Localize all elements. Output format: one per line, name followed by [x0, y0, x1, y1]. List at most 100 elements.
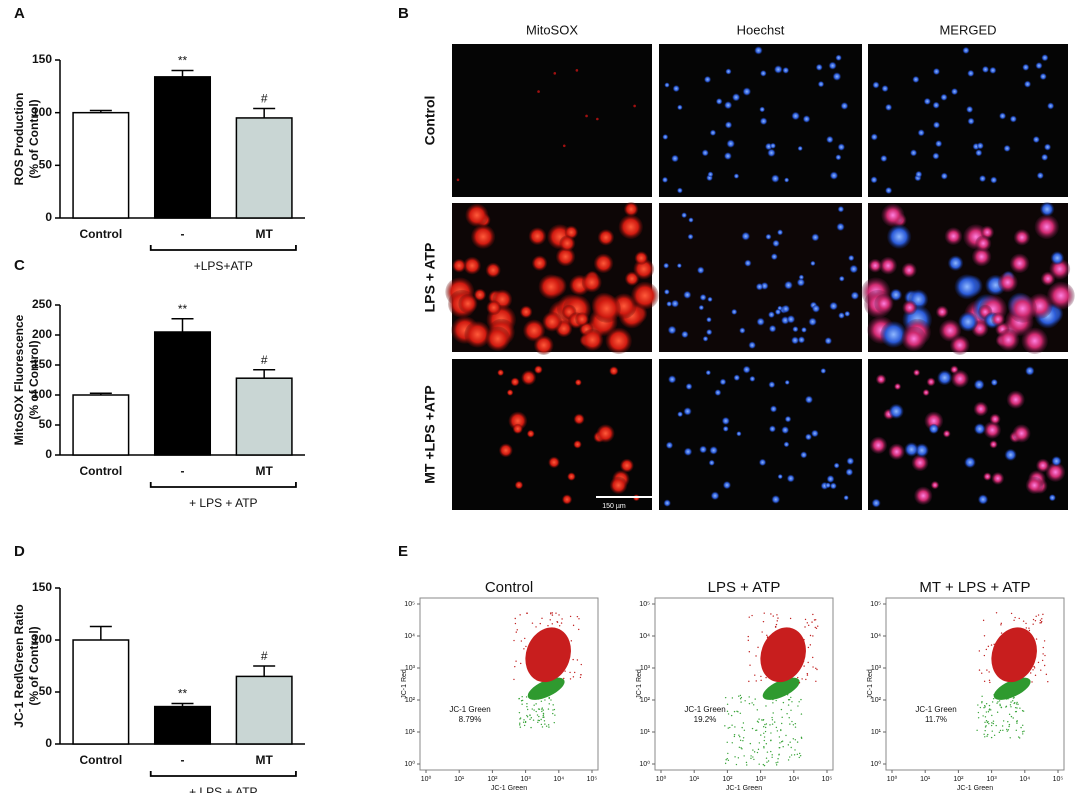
event-dot	[807, 646, 810, 649]
cell-dot	[797, 336, 806, 344]
event-dot	[764, 726, 767, 729]
x-tick-label: 10⁴	[1019, 776, 1030, 783]
event-dot	[1018, 617, 1020, 620]
event-dot	[817, 625, 819, 627]
y-tick-label: 10⁴	[870, 633, 881, 640]
gate-label: 19.2%	[694, 715, 717, 724]
cell-dot	[829, 482, 837, 490]
event-dot	[526, 716, 529, 718]
event-dot	[1008, 713, 1011, 716]
cell-dot	[1048, 494, 1056, 502]
cell-dot	[521, 370, 537, 386]
cell-dot	[687, 233, 694, 240]
cell-dot	[846, 457, 855, 465]
x-tick-label: 10¹	[920, 776, 931, 783]
event-dot	[808, 624, 810, 627]
event-dot	[981, 695, 983, 697]
event-dot	[724, 725, 726, 727]
event-dot	[552, 712, 554, 715]
event-dot	[729, 726, 731, 729]
group-bracket	[149, 771, 297, 777]
event-dot	[727, 713, 730, 715]
gate-label: 8.79%	[459, 715, 482, 724]
event-dot	[990, 736, 993, 739]
event-dot	[766, 636, 769, 638]
event-dot	[578, 628, 580, 631]
cell-dot	[991, 472, 1005, 485]
cell-dot	[597, 229, 615, 246]
event-dot	[792, 724, 795, 726]
event-dot	[1010, 612, 1013, 615]
cell-dot	[917, 129, 925, 137]
bar	[235, 675, 293, 745]
event-dot	[752, 749, 754, 751]
cell-dot	[596, 117, 599, 121]
cell-dot	[912, 75, 920, 83]
event-dot	[513, 639, 515, 642]
event-dot	[988, 704, 991, 707]
cell-dot	[618, 214, 643, 240]
event-dot	[756, 751, 759, 754]
cell-dot	[1047, 102, 1055, 110]
event-dot	[578, 618, 580, 620]
cell-dot	[705, 369, 711, 376]
cell-dot	[715, 98, 723, 105]
cell-dot	[976, 142, 984, 150]
plot-frame	[885, 597, 1065, 771]
event-dot	[1035, 638, 1038, 640]
cell-dot	[620, 458, 634, 473]
cell-dot	[688, 217, 694, 223]
y-tick-label: 10⁰	[870, 760, 881, 768]
event-dot	[779, 747, 781, 749]
event-dot	[757, 646, 759, 649]
event-dot	[787, 699, 790, 701]
event-dot	[733, 733, 736, 736]
event-dot	[782, 701, 785, 704]
event-dot	[553, 721, 555, 724]
cell-dot	[840, 102, 849, 110]
cell-dot	[933, 121, 941, 129]
event-dot	[812, 666, 814, 668]
event-dot	[806, 674, 809, 676]
event-dot	[537, 719, 539, 722]
row-label: LPS + ATP	[422, 243, 438, 313]
event-dot	[514, 617, 516, 620]
plot-title: LPS + ATP	[708, 579, 781, 596]
cell-dot	[681, 212, 688, 219]
event-dot	[775, 699, 777, 702]
event-dot	[760, 734, 762, 736]
event-dot	[801, 678, 803, 680]
event-dot	[987, 733, 989, 736]
event-dot	[521, 695, 523, 698]
cell-dot	[663, 262, 670, 269]
cell-dot	[805, 433, 812, 441]
event-dot	[779, 742, 781, 744]
cell-dot	[829, 171, 839, 180]
event-dot	[731, 724, 733, 726]
event-dot	[725, 759, 727, 761]
event-dot	[789, 741, 791, 743]
event-dot	[775, 764, 778, 766]
event-dot	[573, 671, 576, 674]
cell-dot	[791, 111, 800, 121]
event-dot	[552, 709, 554, 711]
event-dot	[749, 664, 751, 666]
event-dot	[772, 615, 774, 617]
event-dot	[1035, 615, 1037, 617]
event-dot	[990, 644, 993, 646]
cell-dot	[1044, 143, 1052, 151]
y-tick-label: 10⁴	[639, 633, 650, 640]
cell-dot	[784, 415, 792, 423]
event-dot	[1019, 707, 1021, 709]
cell-dot	[1008, 294, 1037, 323]
event-dot	[1040, 622, 1042, 624]
event-dot	[1039, 622, 1041, 624]
event-dot	[990, 709, 992, 711]
event-dot	[515, 631, 517, 633]
event-dot	[1034, 674, 1037, 677]
cell-dot	[697, 266, 705, 274]
event-dot	[762, 620, 765, 623]
event-dot	[1022, 710, 1025, 712]
micrograph	[868, 359, 1068, 510]
cell-dot	[758, 458, 767, 466]
